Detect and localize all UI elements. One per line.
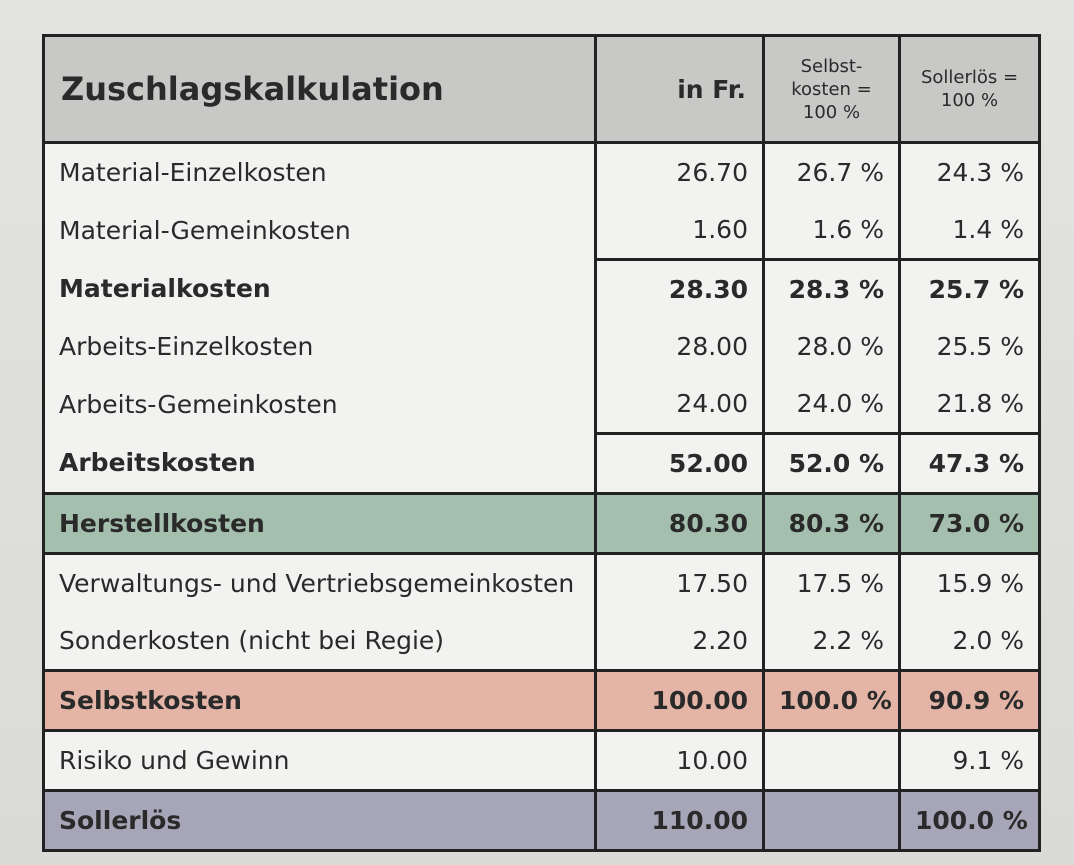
row-label: Material-Gemeinkosten: [42, 201, 597, 260]
row-amount: 1.60: [594, 201, 765, 260]
table-row-subtotal: Arbeitskosten 52.00 52.0 % 47.3 %: [42, 432, 1041, 494]
row-amount: 100.00: [594, 669, 765, 732]
table-row: Arbeits-Einzelkosten 28.00 28.0 % 25.5 %: [42, 318, 1041, 375]
table-row: Material-Einzelkosten 26.70 26.7 % 24.3 …: [42, 142, 1041, 201]
row-selbst-pct: 24.0 %: [762, 375, 901, 434]
table-row: Sonderkosten (nicht bei Regie) 2.20 2.2 …: [42, 612, 1041, 671]
row-amount: 28.30: [594, 258, 765, 318]
row-selbst-pct: 28.0 %: [762, 318, 901, 375]
row-label: Herstellkosten: [42, 492, 597, 555]
row-amount: 17.50: [594, 553, 765, 612]
row-label: Verwaltungs- und Vertriebsgemeinkosten: [42, 553, 597, 612]
row-selbst-pct: 100.0 %: [762, 669, 901, 732]
row-selbst-pct: [762, 789, 901, 852]
table-row: Risiko und Gewinn 10.00 9.1 %: [42, 730, 1041, 791]
row-label: Sonderkosten (nicht bei Regie): [42, 612, 597, 671]
row-label: Selbstkosten: [42, 669, 597, 732]
row-soll-pct: 100.0 %: [898, 789, 1041, 852]
row-amount: 80.30: [594, 492, 765, 555]
row-selbst-pct: 17.5 %: [762, 553, 901, 612]
row-soll-pct: 47.3 %: [898, 432, 1041, 494]
row-selbst-pct: 80.3 %: [762, 492, 901, 555]
row-amount: 10.00: [594, 730, 765, 791]
row-soll-pct: 9.1 %: [898, 730, 1041, 791]
row-label: Arbeitskosten: [42, 433, 597, 494]
row-selbst-pct: 28.3 %: [762, 258, 901, 318]
column-header-sollerloes-pct: Sollerlös = 100 %: [898, 34, 1041, 144]
row-amount: 28.00: [594, 318, 765, 375]
column-header-amount: in Fr.: [594, 34, 765, 144]
row-label: Material-Einzelkosten: [42, 142, 597, 201]
row-selbst-pct: 1.6 %: [762, 201, 901, 260]
calculation-table: Zuschlagskalkulation in Fr. Selbst- kost…: [42, 34, 1041, 852]
table-row: Material-Gemeinkosten 1.60 1.6 % 1.4 %: [42, 201, 1041, 260]
row-label: Risiko und Gewinn: [42, 730, 597, 791]
row-soll-pct: 24.3 %: [898, 142, 1041, 201]
row-soll-pct: 73.0 %: [898, 492, 1041, 555]
column-header-sollerloes-text: Sollerlös = 100 %: [920, 67, 1019, 111]
row-selbst-pct: 2.2 %: [762, 612, 901, 671]
table-row: Arbeits-Gemeinkosten 24.00 24.0 % 21.8 %: [42, 375, 1041, 434]
row-soll-pct: 25.7 %: [898, 258, 1041, 318]
row-soll-pct: 1.4 %: [898, 201, 1041, 260]
row-soll-pct: 25.5 %: [898, 318, 1041, 375]
column-header-selbstkosten-text: Selbst- kosten = 100 %: [791, 55, 872, 123]
table-row-herstellkosten: Herstellkosten 80.30 80.3 % 73.0 %: [42, 492, 1041, 555]
row-soll-pct: 15.9 %: [898, 553, 1041, 612]
table-header-row: Zuschlagskalkulation in Fr. Selbst- kost…: [42, 34, 1041, 144]
row-selbst-pct: 26.7 %: [762, 142, 901, 201]
row-selbst-pct: [762, 730, 901, 791]
row-amount: 24.00: [594, 375, 765, 434]
row-label: Sollerlös: [42, 789, 597, 852]
row-amount: 2.20: [594, 612, 765, 671]
table-row-sollerloes: Sollerlös 110.00 100.0 %: [42, 789, 1041, 852]
row-label: Materialkosten: [42, 259, 597, 318]
row-amount: 110.00: [594, 789, 765, 852]
row-amount: 26.70: [594, 142, 765, 201]
row-soll-pct: 90.9 %: [898, 669, 1041, 732]
table-title: Zuschlagskalkulation: [42, 34, 597, 144]
row-label: Arbeits-Einzelkosten: [42, 318, 597, 375]
table-row: Verwaltungs- und Vertriebsgemeinkosten 1…: [42, 553, 1041, 612]
row-amount: 52.00: [594, 432, 765, 494]
row-selbst-pct: 52.0 %: [762, 432, 901, 494]
row-soll-pct: 21.8 %: [898, 375, 1041, 434]
row-label: Arbeits-Gemeinkosten: [42, 375, 597, 434]
row-soll-pct: 2.0 %: [898, 612, 1041, 671]
table-row-subtotal: Materialkosten 28.30 28.3 % 25.7 %: [42, 258, 1041, 318]
column-header-selbstkosten-pct: Selbst- kosten = 100 %: [762, 34, 901, 144]
table-row-selbstkosten: Selbstkosten 100.00 100.0 % 90.9 %: [42, 669, 1041, 732]
